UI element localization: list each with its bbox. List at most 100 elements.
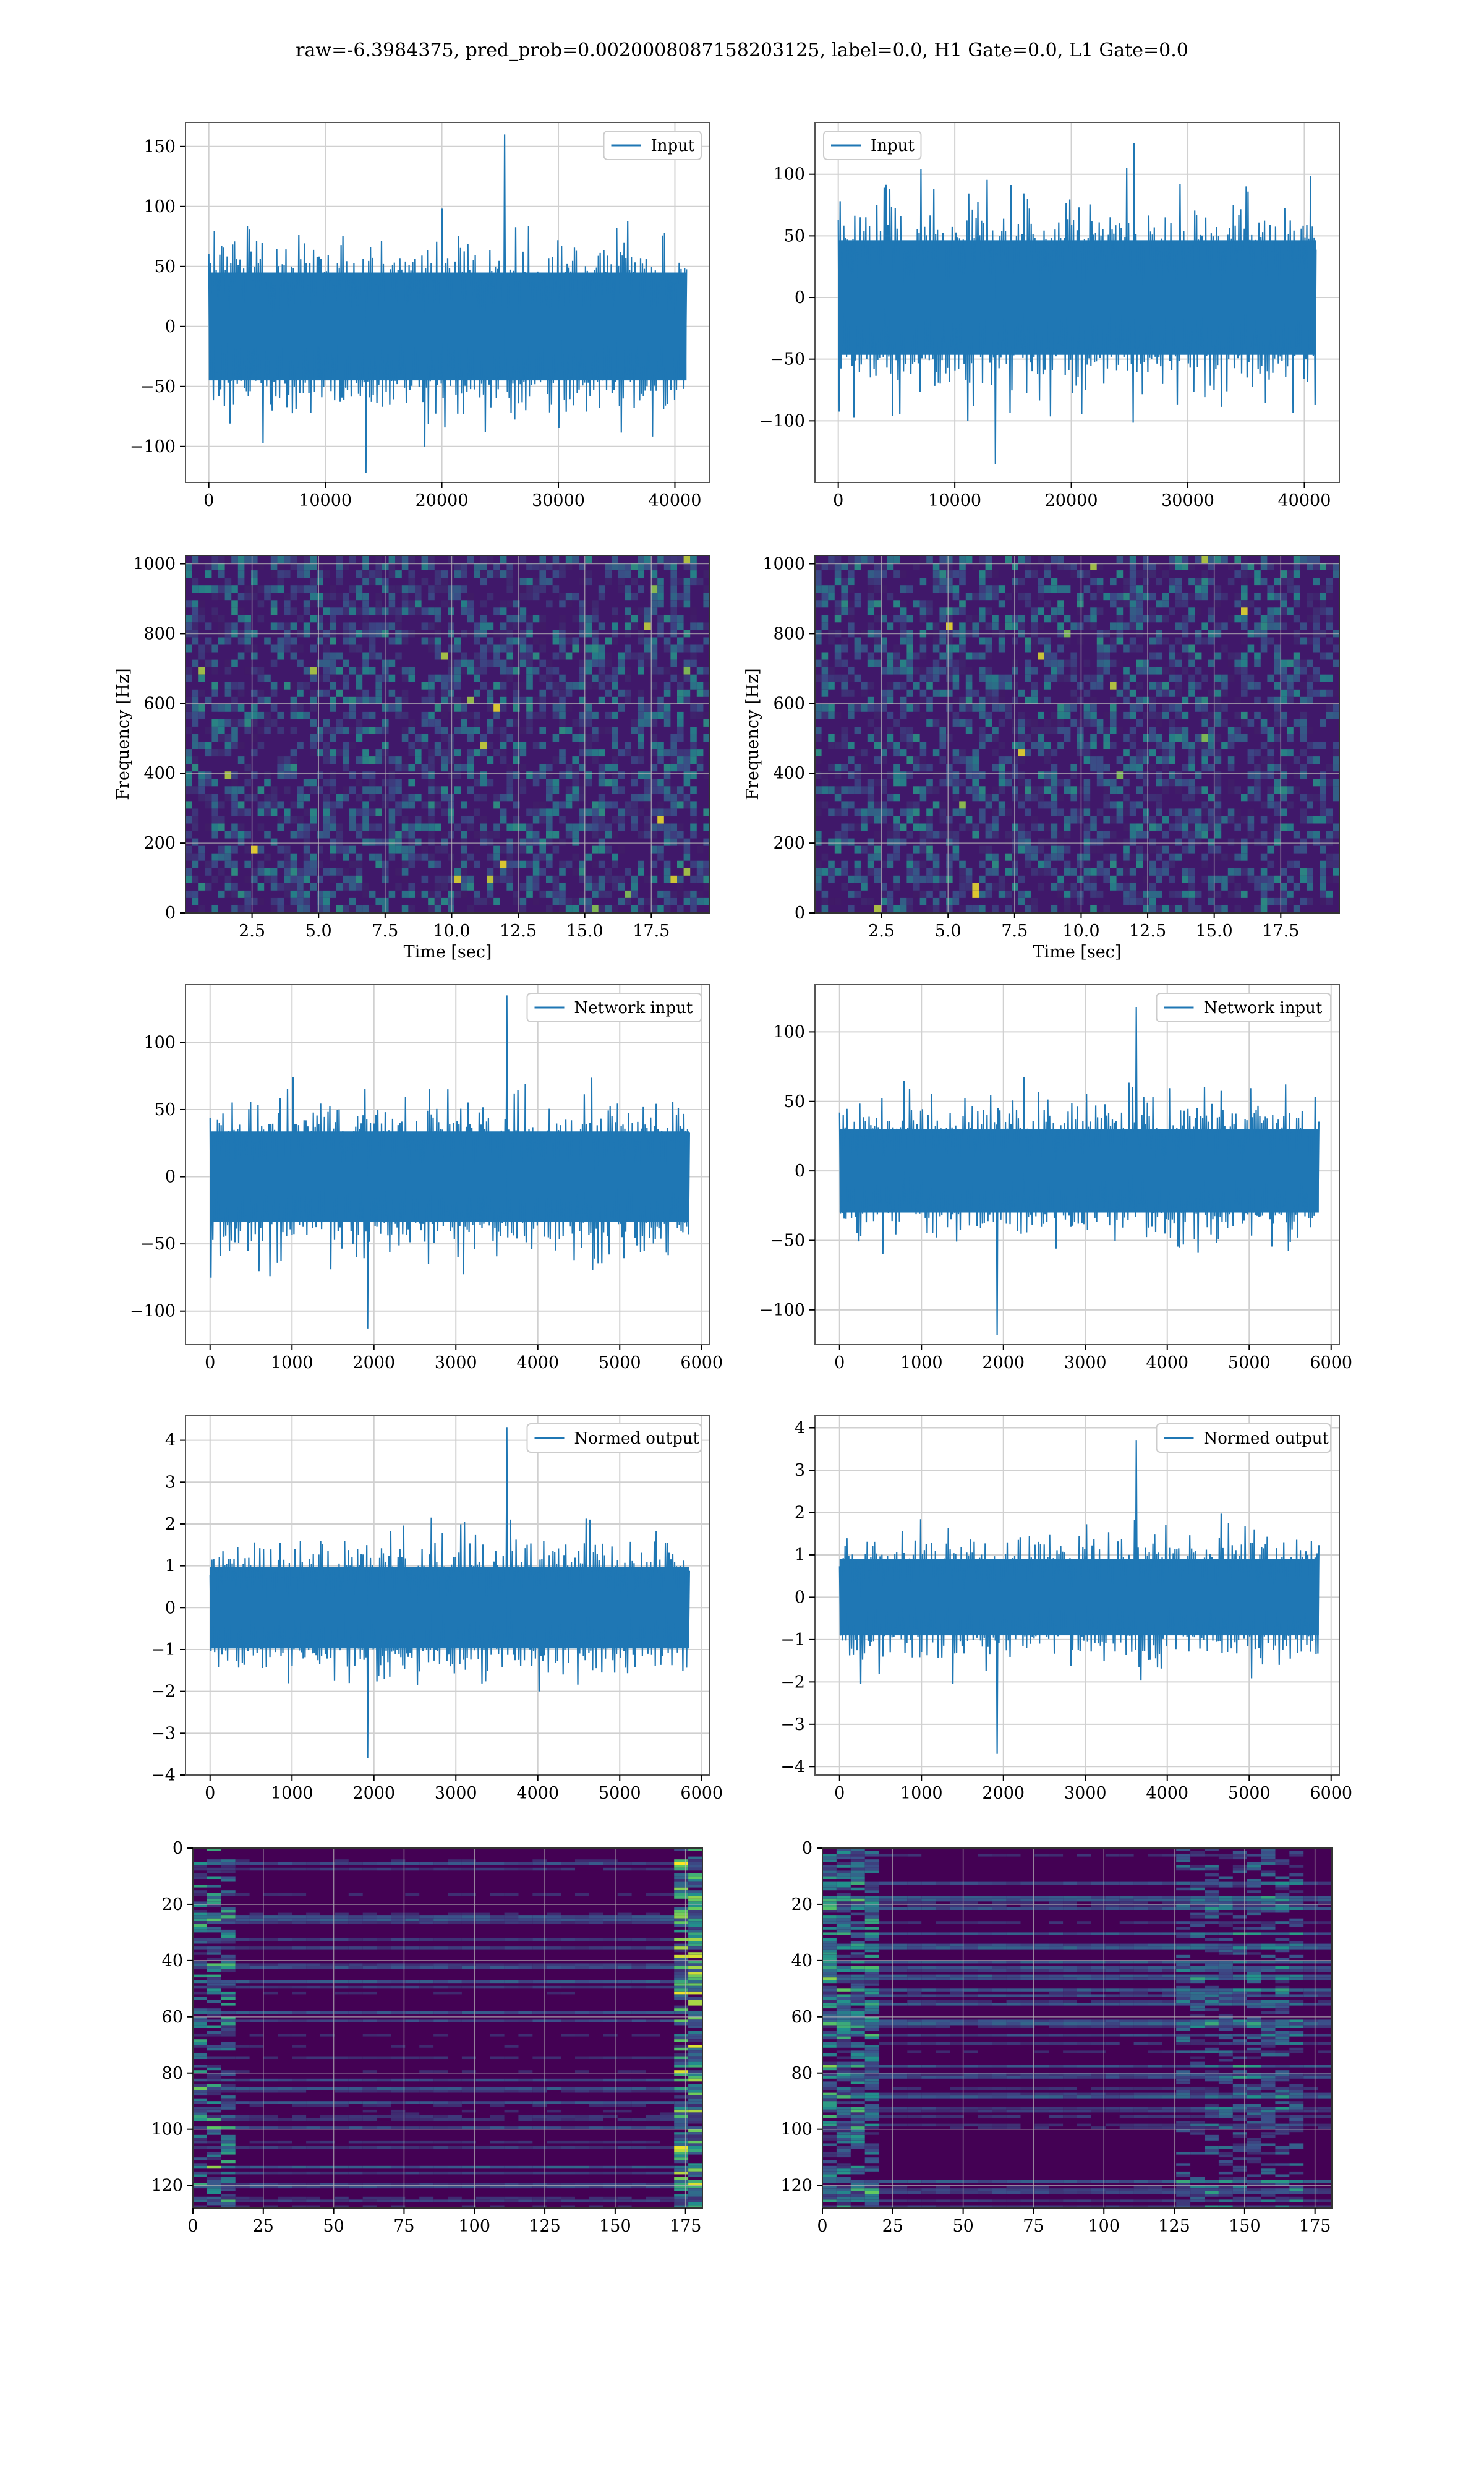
heatmap-cell xyxy=(263,1893,278,1896)
heatmap-cell xyxy=(572,771,579,779)
heatmap-cell xyxy=(854,860,861,868)
heatmap-cell xyxy=(663,868,671,876)
x-tick-label: 40000 xyxy=(649,491,702,510)
heatmap-cell xyxy=(1320,674,1326,682)
heatmap-cell xyxy=(235,1938,250,1941)
heatmap-cell xyxy=(644,652,651,660)
heatmap-cell xyxy=(1044,652,1051,660)
heatmap-cell xyxy=(841,585,848,593)
heatmap-cell xyxy=(1280,600,1287,608)
heatmap-cell xyxy=(1025,667,1031,675)
heatmap-cell xyxy=(330,682,336,690)
heatmap-cell xyxy=(674,1985,689,1989)
heatmap-cell xyxy=(244,585,251,593)
heatmap-cell xyxy=(284,682,291,690)
heatmap-cell xyxy=(441,734,448,742)
heatmap-cell xyxy=(207,1980,221,1984)
heatmap-cell xyxy=(688,1918,702,1922)
heatmap-cell xyxy=(428,756,435,764)
heatmap-cell xyxy=(674,1912,689,1916)
heatmap-cell xyxy=(506,823,513,831)
heatmap-cell xyxy=(906,875,913,883)
heatmap-cell xyxy=(526,808,533,816)
heatmap-cell xyxy=(290,853,297,861)
heatmap-cell xyxy=(506,853,513,861)
heatmap-cell xyxy=(561,1946,575,1950)
heatmap-cell xyxy=(334,1980,349,1984)
heatmap-cell xyxy=(1031,719,1038,727)
heatmap-cell xyxy=(1169,652,1175,660)
heatmap-cell xyxy=(631,1867,646,1871)
heatmap-cell xyxy=(650,734,658,742)
heatmap-cell xyxy=(546,578,553,586)
heatmap-cell xyxy=(349,607,356,615)
heatmap-cell xyxy=(454,711,461,719)
heatmap-cell xyxy=(650,696,658,704)
heatmap-cell xyxy=(467,659,474,667)
heatmap-cell xyxy=(992,794,999,802)
heatmap-cell xyxy=(1221,875,1228,883)
heatmap-cell xyxy=(638,905,644,913)
heatmap-cell xyxy=(867,779,874,787)
heatmap-cell xyxy=(579,897,586,905)
heatmap-cell xyxy=(377,1985,391,1989)
heatmap-cell xyxy=(1057,674,1064,682)
heatmap-cell xyxy=(1267,622,1274,630)
heatmap-cell xyxy=(428,794,435,802)
heatmap-cell xyxy=(900,823,907,831)
heatmap-cell xyxy=(559,890,566,898)
heatmap-cell xyxy=(356,667,363,675)
heatmap-cell xyxy=(660,1966,675,1969)
heatmap-cell xyxy=(939,667,946,675)
heatmap-cell xyxy=(603,1938,618,1941)
heatmap-cell xyxy=(1267,897,1274,905)
heatmap-cell xyxy=(638,868,644,876)
heatmap-cell xyxy=(244,845,251,854)
heatmap-cell xyxy=(547,1946,561,1950)
heatmap-cell xyxy=(506,667,513,675)
heatmap-cell xyxy=(323,637,330,645)
heatmap-cell xyxy=(688,1910,702,1913)
heatmap-cell xyxy=(1136,600,1143,608)
heatmap-cell xyxy=(1070,667,1077,675)
heatmap-cell xyxy=(1025,600,1031,608)
heatmap-cell xyxy=(1149,897,1156,905)
heatmap-cell xyxy=(377,1918,391,1922)
heatmap-cell xyxy=(605,875,612,883)
heatmap-cell xyxy=(205,563,212,570)
heatmap-cell xyxy=(992,734,999,742)
heatmap-cell xyxy=(1110,727,1117,734)
heatmap-cell xyxy=(965,771,973,779)
heatmap-cell xyxy=(303,905,310,913)
heatmap-cell xyxy=(1070,786,1077,794)
heatmap-cell xyxy=(1143,823,1149,831)
heatmap-cell xyxy=(821,682,829,690)
heatmap-cell xyxy=(1110,622,1117,630)
heatmap-cell xyxy=(848,704,855,712)
heatmap-cell xyxy=(493,794,500,802)
heatmap-cell xyxy=(657,711,664,719)
heatmap-cell xyxy=(660,1985,675,1989)
heatmap-cell xyxy=(893,779,900,787)
heatmap-cell xyxy=(674,1879,689,1882)
heatmap-cell xyxy=(401,600,409,608)
heatmap-cell xyxy=(959,600,966,608)
heatmap-cell xyxy=(388,764,396,772)
heatmap-cell xyxy=(1116,771,1124,779)
heatmap-cell xyxy=(1083,674,1091,682)
heatmap-cell xyxy=(660,1921,675,1924)
heatmap-cell xyxy=(1326,689,1333,697)
heatmap-cell xyxy=(670,742,677,749)
x-tick-label: 30000 xyxy=(532,491,585,510)
heatmap-cell xyxy=(854,808,861,816)
heatmap-cell xyxy=(193,1966,207,1969)
heatmap-cell xyxy=(625,570,631,578)
heatmap-cell xyxy=(493,652,500,660)
heatmap-cell xyxy=(1182,794,1189,802)
heatmap-cell xyxy=(421,734,429,742)
heatmap-cell xyxy=(408,585,415,593)
heatmap-cell xyxy=(448,689,454,697)
heatmap-cell xyxy=(1090,704,1097,712)
heatmap-cell xyxy=(375,897,382,905)
x-tick-label: 10000 xyxy=(928,491,981,510)
